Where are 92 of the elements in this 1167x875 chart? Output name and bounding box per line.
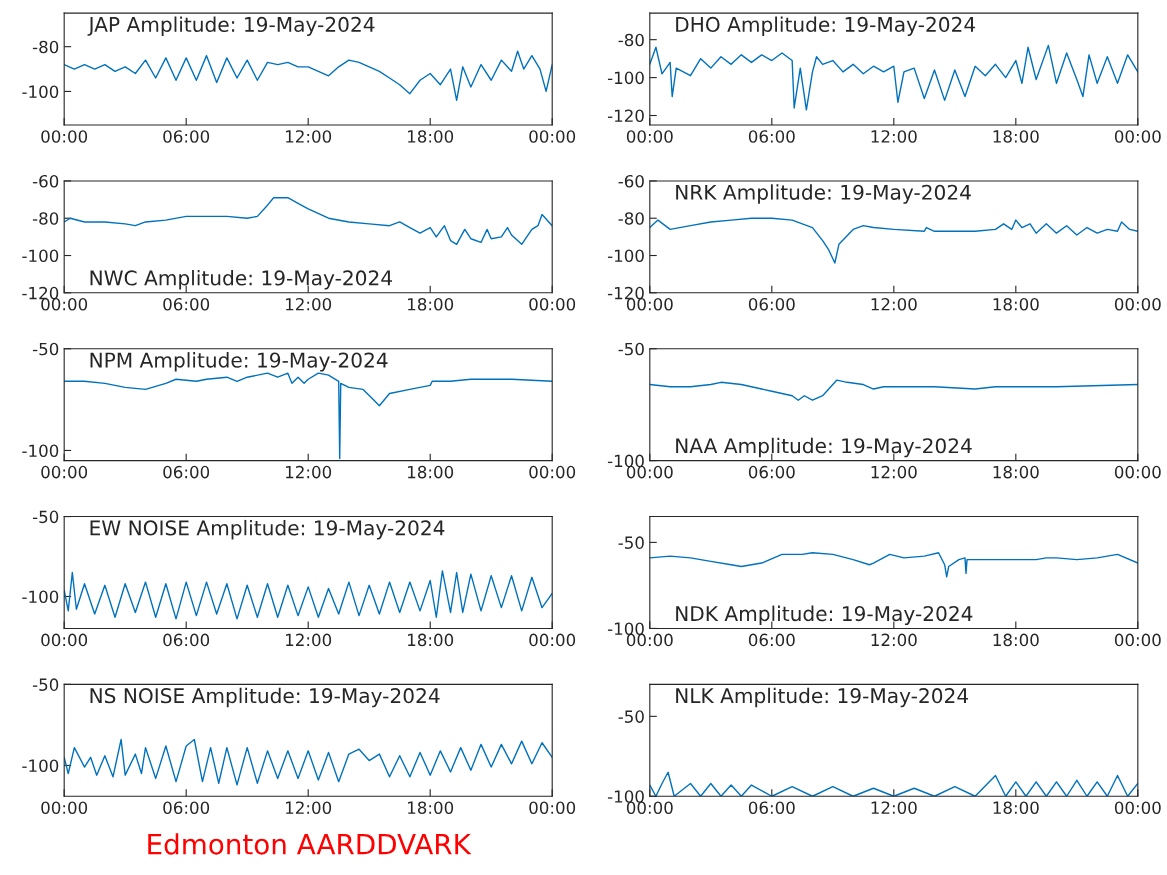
x-tick-label: 00:00 [41, 801, 88, 815]
line-series [64, 197, 553, 246]
line-series [64, 738, 553, 786]
chart-title: DHO Amplitude: 19-May-2024 [676, 16, 976, 36]
x-tick-label: 06:00 [163, 801, 210, 815]
y-tick-label: -100 [22, 249, 59, 263]
x-tick-label: 00:00 [529, 801, 576, 815]
x-tick-label: 06:00 [748, 465, 795, 479]
x-tick-label: 12:00 [871, 297, 917, 311]
chart-title: NLK Amplitude: 19-May-2024 [676, 687, 969, 708]
x-tick-label: 18:00 [408, 633, 454, 647]
x-tick-label: 00:00 [626, 465, 673, 479]
chart-title: NPM Amplitude: 19-May-2024 [90, 352, 388, 372]
x-tick-label: 00:00 [626, 633, 673, 647]
x-tick-label: 06:00 [163, 633, 210, 647]
x-tick-label: 00:00 [529, 297, 576, 311]
x-tick-label: 12:00 [286, 633, 332, 647]
line-series [64, 570, 553, 620]
y-tick-label: -80 [618, 33, 644, 47]
y-tick-label: -50 [618, 536, 644, 549]
x-tick-label: 18:00 [993, 297, 1039, 311]
y-tick-label: -50 [32, 342, 59, 356]
x-tick-label: 18:00 [408, 801, 454, 815]
x-tick-label: 00:00 [626, 130, 673, 143]
text: Edmonton AARDDVARK [148, 833, 472, 855]
x-tick-label: 06:00 [748, 297, 795, 311]
y-tick-label: -100 [22, 444, 59, 458]
x-tick-label: 18:00 [993, 130, 1039, 143]
x-tick-label: 00:00 [41, 633, 88, 647]
x-tick-label: 12:00 [286, 801, 332, 815]
y-tick-label: -100 [607, 71, 644, 85]
y-tick-label: -60 [618, 174, 644, 188]
x-tick-label: 18:00 [993, 465, 1039, 479]
chart-title: EW NOISE Amplitude: 19-May-2024 [90, 519, 445, 540]
y-tick-label: -50 [618, 710, 644, 723]
y-tick-label: -100 [22, 85, 59, 99]
line-series [649, 552, 1138, 578]
x-tick-label: 00:00 [1114, 801, 1161, 815]
x-tick-label: 00:00 [1114, 633, 1161, 647]
line-series [649, 379, 1138, 401]
y-tick-label: -100 [607, 249, 644, 263]
y-tick-label: -80 [32, 212, 59, 225]
x-tick-label: 06:00 [163, 130, 210, 143]
x-tick-label: 00:00 [529, 465, 576, 479]
y-tick-label: -80 [618, 212, 644, 225]
x-tick-label: 06:00 [748, 633, 795, 647]
x-tick-label: 00:00 [41, 130, 88, 143]
x-tick-label: 00:00 [626, 801, 673, 815]
text: NWC Amplitude: 19-May-2024 [90, 269, 392, 290]
line-series [64, 50, 553, 102]
x-tick-label: 06:00 [163, 465, 210, 479]
x-tick-label: 12:00 [286, 465, 332, 479]
x-tick-label: 18:00 [993, 633, 1039, 647]
x-tick-label: 18:00 [408, 297, 454, 311]
x-tick-label: 00:00 [1114, 130, 1161, 143]
x-tick-label: 12:00 [871, 465, 917, 479]
y-tick-label: -60 [32, 174, 59, 188]
x-tick-label: 12:00 [286, 130, 332, 143]
x-tick-label: 12:00 [871, 633, 917, 647]
y-tick-label: -100 [607, 454, 644, 468]
y-tick-label: -100 [607, 622, 644, 636]
x-tick-label: 00:00 [1114, 465, 1161, 479]
x-tick-label: 06:00 [748, 130, 795, 143]
chart-title: JAP Amplitude: 19-May-2024 [87, 16, 375, 36]
x-tick-label: 06:00 [163, 297, 210, 311]
y-tick-label: -100 [607, 790, 644, 803]
x-tick-label: 18:00 [993, 801, 1039, 815]
text: NDK Amplitude: 19-May-2024 [676, 605, 973, 626]
y-tick-label: -50 [618, 342, 644, 356]
y-tick-label: -120 [607, 109, 644, 123]
x-tick-label: 00:00 [41, 297, 88, 311]
x-tick-label: 12:00 [871, 130, 917, 143]
y-tick-label: -80 [32, 40, 59, 54]
x-tick-label: 12:00 [286, 297, 332, 311]
x-tick-label: 00:00 [1114, 297, 1161, 311]
y-tick-label: -50 [32, 678, 59, 691]
x-tick-label: 18:00 [408, 130, 454, 143]
x-tick-label: 06:00 [748, 801, 795, 815]
x-tick-label: 18:00 [408, 465, 454, 479]
x-tick-label: 00:00 [529, 633, 576, 647]
x-tick-label: 00:00 [529, 130, 576, 143]
line-series [649, 44, 1138, 111]
text: NAA Amplitude: 19-May-2024 [676, 437, 972, 458]
y-tick-label: -100 [22, 759, 59, 773]
y-tick-label: -50 [32, 510, 59, 524]
chart-title: NS NOISE Amplitude: 19-May-2024 [90, 687, 440, 708]
y-tick-label: -120 [22, 286, 59, 300]
y-tick-label: -100 [22, 590, 59, 604]
x-tick-label: 12:00 [871, 801, 917, 815]
line-series [649, 217, 1138, 264]
x-tick-label: 00:00 [41, 465, 88, 479]
chart-title: NRK Amplitude: 19-May-2024 [676, 184, 971, 204]
